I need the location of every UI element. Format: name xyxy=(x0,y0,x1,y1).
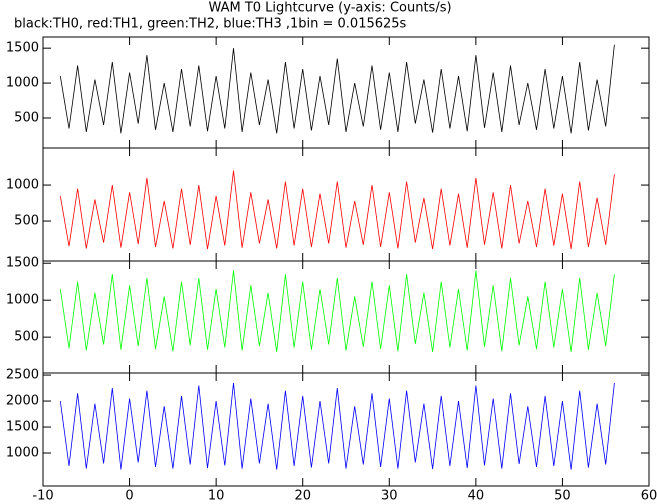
x-tick-label: 10 xyxy=(208,489,225,504)
y-tick-label: 500 xyxy=(14,110,39,125)
x-tick-label: 50 xyxy=(554,489,571,504)
y-tick-label: 1000 xyxy=(6,446,39,461)
light-curve xyxy=(59,44,615,134)
chart-title: WAM T0 Lightcurve (y-axis: Counts/s) xyxy=(208,1,451,16)
panel-frame xyxy=(42,372,650,487)
y-tick-label: 500 xyxy=(14,330,39,345)
y-tick-label: 1500 xyxy=(6,41,39,56)
x-tick-label: 20 xyxy=(294,489,311,504)
y-tick-label: 1000 xyxy=(6,76,39,91)
y-tick-label: 2500 xyxy=(6,368,39,383)
x-tick-label: -10 xyxy=(32,489,53,504)
light-curve xyxy=(59,382,615,470)
y-tick-label: 1500 xyxy=(6,256,39,271)
light-curve xyxy=(59,270,615,352)
light-curve xyxy=(59,170,615,250)
y-tick-label: 500 xyxy=(14,214,39,229)
x-tick-label: 0 xyxy=(125,489,133,504)
x-tick-label: 30 xyxy=(381,489,398,504)
x-tick-label: 40 xyxy=(468,489,485,504)
y-tick-label: 2000 xyxy=(6,394,39,409)
panel-frame xyxy=(42,147,650,262)
y-tick-label: 1000 xyxy=(6,293,39,308)
y-tick-label: 1500 xyxy=(6,420,39,435)
y-tick-label: 1000 xyxy=(6,178,39,193)
chart-subtitle: black:TH0, red:TH1, green:TH2, blue:TH3 … xyxy=(14,17,407,32)
x-tick-label: 60 xyxy=(641,489,657,504)
